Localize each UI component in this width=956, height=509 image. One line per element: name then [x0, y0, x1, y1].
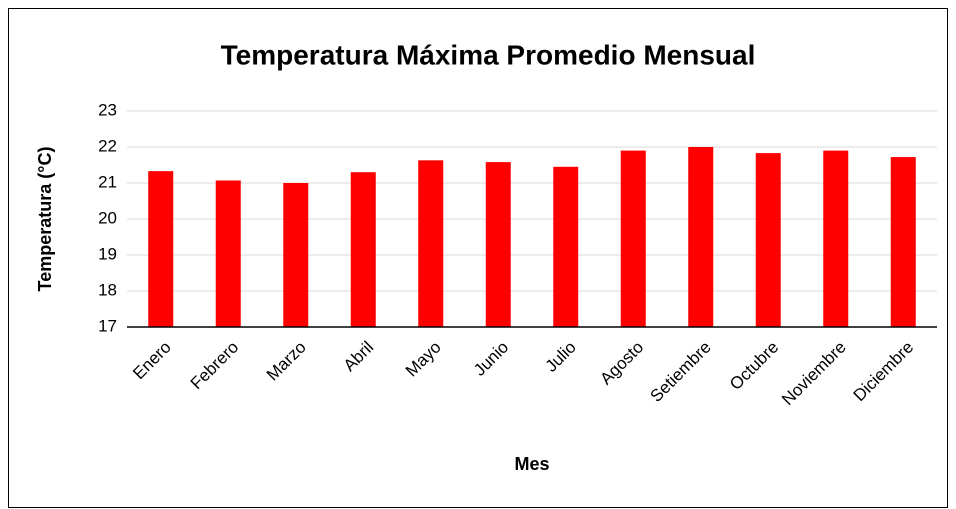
y-tick-label: 18	[98, 280, 117, 299]
bar	[620, 150, 646, 327]
bar	[148, 171, 174, 327]
bar	[350, 172, 376, 327]
bar	[688, 147, 714, 327]
bar	[215, 180, 241, 327]
bar	[283, 183, 309, 327]
bar	[553, 166, 579, 327]
x-axis-title: Mes	[514, 454, 549, 474]
y-tick-label: 23	[98, 100, 117, 119]
bar	[418, 160, 444, 327]
y-tick-label: 22	[98, 136, 117, 155]
y-axis-title: Temperatura (°C)	[35, 147, 55, 292]
bar	[755, 153, 781, 327]
bar	[485, 162, 511, 327]
y-tick-label: 17	[98, 316, 117, 335]
chart-title: Temperatura Máxima Promedio Mensual	[221, 39, 756, 70]
bar	[823, 150, 849, 327]
y-tick-label: 19	[98, 244, 117, 263]
bar	[890, 157, 916, 327]
y-tick-label: 20	[98, 208, 117, 227]
y-tick-label: 21	[98, 172, 117, 191]
